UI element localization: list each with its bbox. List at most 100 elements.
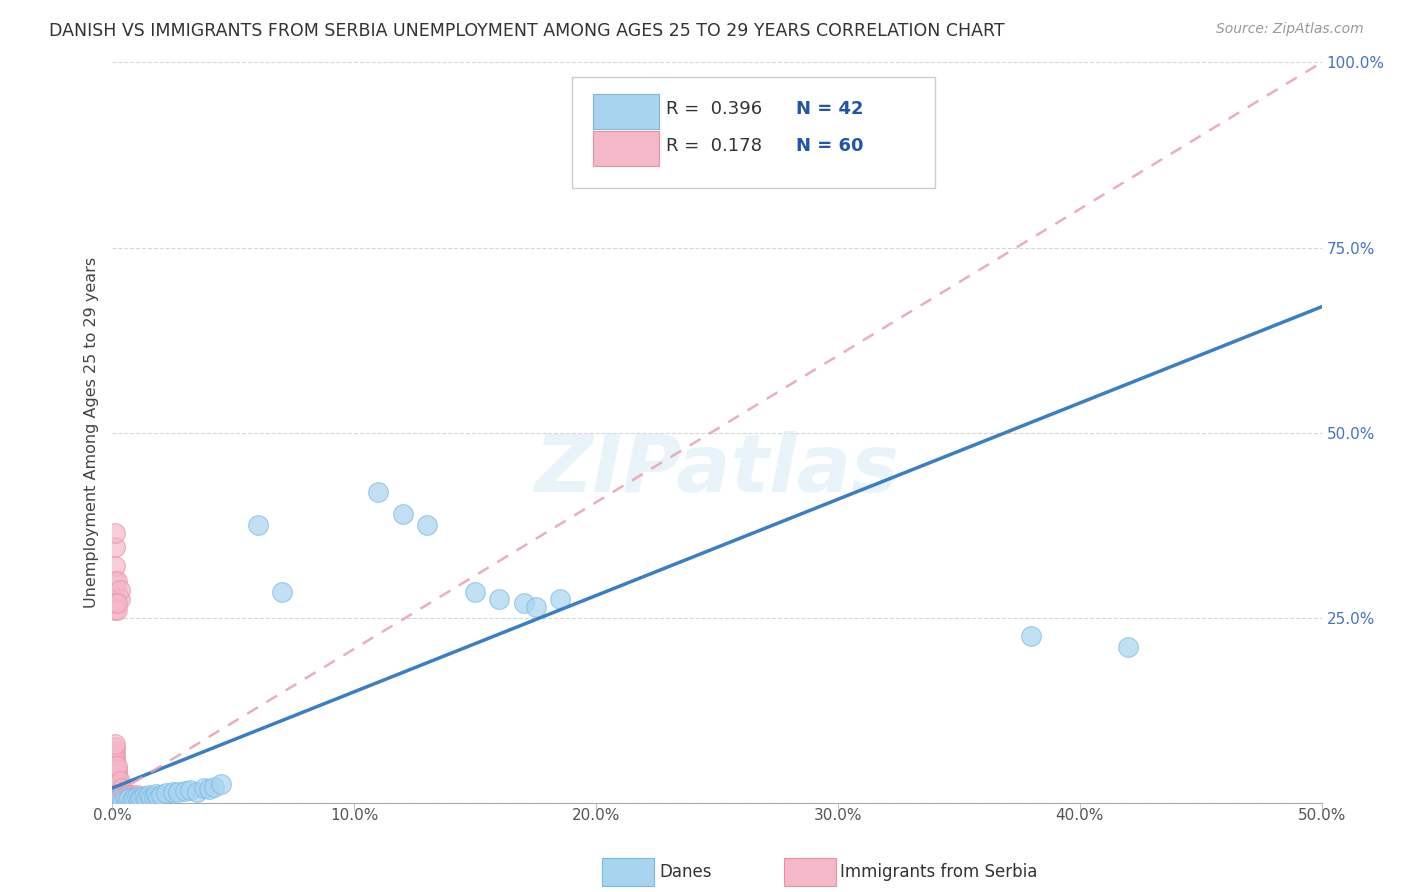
Point [391, 507, 413, 521]
Point [105, 770, 128, 784]
Point [270, 584, 292, 599]
Point [148, 790, 170, 805]
Point [118, 789, 141, 804]
Point [105, 603, 128, 617]
Point [198, 782, 221, 797]
Point [104, 747, 127, 762]
Point [186, 785, 208, 799]
FancyBboxPatch shape [592, 94, 659, 129]
Point [114, 789, 136, 804]
Point [145, 787, 167, 801]
Point [104, 525, 127, 540]
Point [104, 558, 127, 573]
Point [367, 484, 389, 499]
Point [105, 763, 128, 777]
Point [105, 792, 128, 806]
Point [193, 780, 215, 795]
Text: Danes: Danes [659, 863, 711, 881]
Point [548, 592, 571, 607]
Point [416, 518, 439, 533]
Point [141, 790, 163, 805]
Point [105, 773, 128, 788]
Point [111, 794, 134, 808]
Point [209, 777, 232, 791]
Point [104, 766, 127, 780]
Point [131, 790, 153, 805]
Point [524, 599, 547, 614]
Point [125, 789, 148, 804]
Point [1116, 640, 1139, 655]
Point [105, 574, 128, 588]
Point [122, 791, 145, 805]
Point [138, 789, 160, 803]
Point [111, 785, 134, 799]
Point [1021, 629, 1043, 643]
FancyBboxPatch shape [572, 78, 935, 188]
Point [104, 789, 127, 804]
FancyBboxPatch shape [602, 858, 654, 887]
Point [125, 789, 148, 803]
Point [111, 789, 134, 803]
Point [108, 789, 131, 803]
Point [132, 789, 155, 804]
Point [104, 773, 127, 788]
Point [108, 792, 131, 806]
Point [105, 596, 128, 610]
Point [108, 777, 131, 791]
Point [104, 596, 127, 610]
Point [162, 785, 184, 799]
Point [105, 777, 128, 791]
Point [111, 792, 134, 806]
Point [105, 758, 128, 772]
Point [111, 780, 134, 795]
Point [115, 792, 138, 806]
Point [155, 786, 177, 800]
Y-axis label: Unemployment Among Ages 25 to 29 years: Unemployment Among Ages 25 to 29 years [83, 257, 98, 608]
Point [118, 790, 141, 805]
Point [105, 789, 128, 803]
Point [104, 792, 127, 806]
Point [179, 783, 201, 797]
Point [202, 780, 225, 794]
Text: R =  0.178: R = 0.178 [666, 137, 762, 155]
Text: DANISH VS IMMIGRANTS FROM SERBIA UNEMPLOYMENT AMONG AGES 25 TO 29 YEARS CORRELAT: DANISH VS IMMIGRANTS FROM SERBIA UNEMPLO… [49, 22, 1005, 40]
Point [142, 789, 165, 804]
Point [246, 518, 269, 533]
Point [104, 737, 127, 751]
Point [104, 780, 127, 795]
Point [464, 584, 486, 599]
Point [104, 755, 127, 769]
Point [108, 773, 131, 788]
Point [104, 751, 127, 765]
Point [104, 782, 127, 797]
Point [105, 584, 128, 599]
Point [512, 596, 534, 610]
Point [105, 766, 128, 780]
Point [128, 792, 150, 806]
Text: N = 60: N = 60 [796, 137, 863, 155]
Point [108, 785, 131, 799]
Point [105, 780, 128, 795]
Point [174, 784, 197, 798]
Point [108, 791, 131, 805]
Point [108, 780, 131, 795]
Point [104, 758, 127, 772]
Point [135, 791, 157, 805]
Point [488, 592, 510, 607]
FancyBboxPatch shape [783, 858, 835, 887]
Point [104, 740, 127, 755]
Point [121, 789, 143, 803]
Point [104, 541, 127, 555]
Point [149, 789, 172, 803]
Point [104, 785, 127, 799]
Point [104, 777, 127, 791]
Point [104, 744, 127, 758]
Point [104, 787, 127, 801]
Point [105, 785, 128, 799]
Text: N = 42: N = 42 [796, 100, 863, 118]
Point [108, 582, 131, 597]
Point [104, 603, 127, 617]
Point [122, 789, 145, 804]
Point [104, 792, 127, 806]
Point [104, 780, 127, 794]
